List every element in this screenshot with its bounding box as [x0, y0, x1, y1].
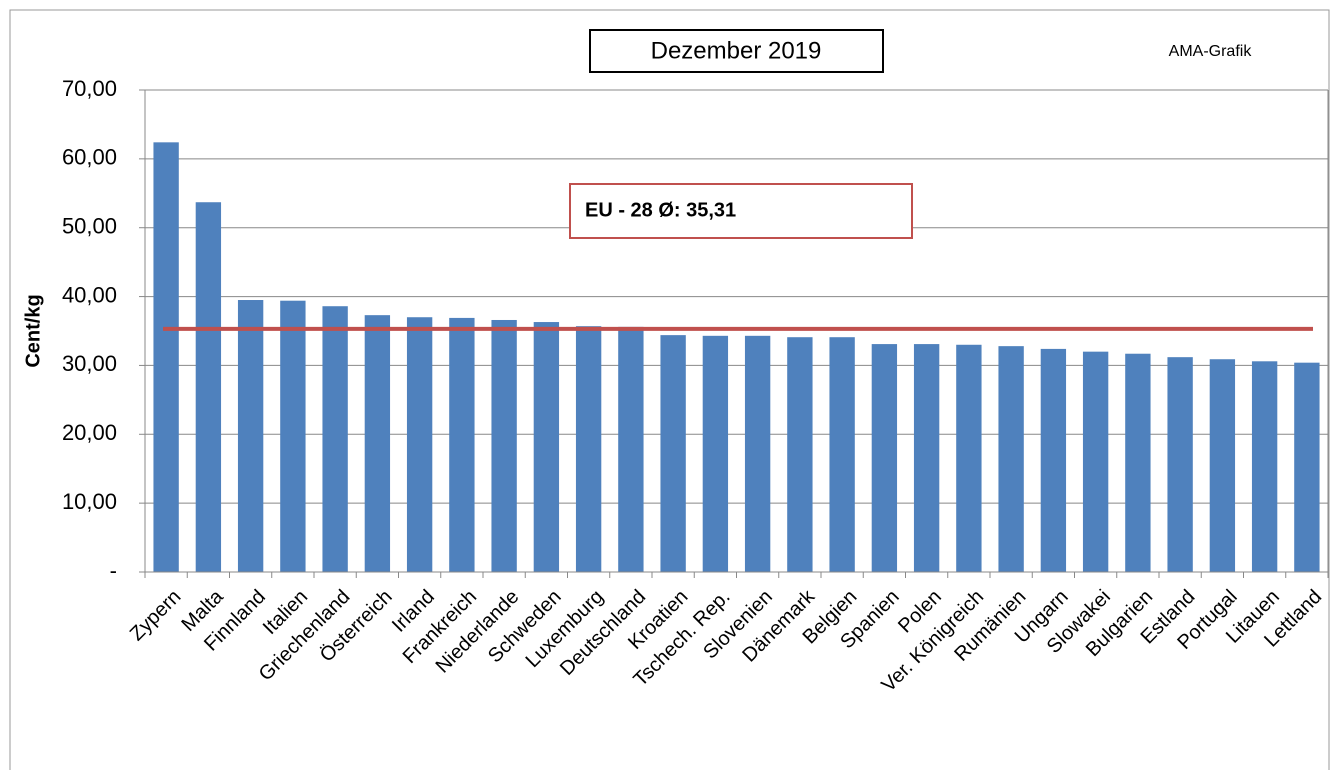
bar [618, 326, 644, 572]
chart-frame [9, 9, 1330, 770]
bar [913, 344, 940, 572]
reference-label: EU - 28 Ø: 35,31 [585, 199, 736, 221]
reference-label-box [569, 183, 913, 239]
bar [491, 319, 517, 572]
y-tick-label: 60,00 [62, 145, 117, 170]
bar [280, 300, 306, 572]
bar [1294, 362, 1320, 572]
y-tick-label: 20,00 [62, 420, 117, 445]
y-tick-label: 70,00 [62, 76, 117, 101]
bar [787, 337, 813, 572]
bar [237, 300, 264, 572]
bar [1040, 348, 1067, 572]
subtitle: Dezember 2019 [651, 37, 822, 64]
y-axis-label: Cent/kg [22, 294, 44, 367]
bar [322, 306, 348, 572]
bar [744, 335, 771, 572]
bar [1167, 357, 1193, 572]
bar [406, 317, 433, 572]
bar [829, 337, 855, 572]
bar [364, 315, 391, 572]
x-tick-label: Zypern [126, 586, 186, 646]
y-tick-label: 40,00 [62, 282, 117, 307]
bar [660, 335, 686, 572]
bar [533, 322, 560, 572]
bar [1125, 353, 1151, 572]
bar [702, 335, 729, 572]
bar [153, 142, 179, 572]
subtitle-box [589, 29, 884, 73]
bar [1082, 351, 1109, 572]
bar [1209, 359, 1236, 572]
y-tick-label: 10,00 [62, 489, 117, 514]
y-tick-label: 30,00 [62, 351, 117, 376]
bar [998, 346, 1024, 572]
bar [1251, 361, 1278, 572]
bar [449, 317, 475, 572]
bar [195, 202, 222, 573]
bar [575, 326, 602, 572]
y-tick-label: - [110, 558, 117, 583]
y-tick-label: 50,00 [62, 214, 117, 239]
bar [871, 344, 898, 572]
bar [956, 344, 982, 572]
source: AMA-Grafik [1169, 43, 1253, 60]
